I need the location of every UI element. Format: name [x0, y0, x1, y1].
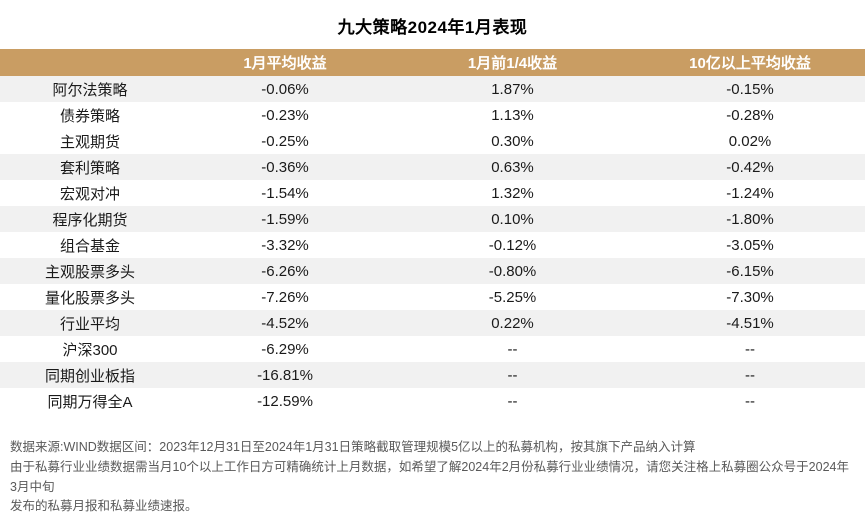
- value-cell: -16.81%: [257, 366, 313, 384]
- table-row: 套利策略 -0.36% 0.63% -0.42%: [0, 154, 865, 180]
- strategy-name-cell: 套利策略: [59, 159, 120, 177]
- table-body: 阿尔法策略 -0.06% 1.87% -0.15% 债券策略 -0.23% 1.13% -0.…: [0, 76, 865, 414]
- strategy-name-cell: 同期万得全A: [47, 393, 133, 411]
- value-cell: -6.15%: [726, 262, 774, 280]
- footnote-line-3: 发布的私募月报和私募业绩速报。: [10, 499, 198, 514]
- value-cell: -0.15%: [726, 80, 774, 98]
- column-header-top-quartile-return: 1月前1/4收益: [390, 49, 635, 76]
- strategy-name-cell: 主观股票多头: [44, 263, 135, 281]
- strategy-name-cell: 行业平均: [59, 315, 120, 333]
- table-row: 沪深300 -6.29% -- --: [0, 336, 865, 362]
- value-cell: -4.51%: [726, 314, 774, 332]
- value-cell: --: [745, 366, 755, 384]
- value-cell: 0.22%: [491, 314, 534, 332]
- value-cell: --: [745, 340, 755, 358]
- strategy-name-cell: 债券策略: [59, 107, 120, 125]
- performance-table: 1月平均收益 1月前1/4收益 10亿以上平均收益 阿尔法策略 -0.06% 1.8…: [0, 49, 865, 414]
- strategy-name-cell: 组合基金: [59, 237, 120, 255]
- value-cell: -3.32%: [261, 236, 309, 254]
- table-header-row: 1月平均收益 1月前1/4收益 10亿以上平均收益: [0, 49, 865, 76]
- strategy-name-cell: 沪深300: [62, 341, 118, 359]
- column-header-strategy: [0, 49, 180, 76]
- strategy-name-cell: 程序化期货: [52, 211, 128, 229]
- value-cell: -4.52%: [261, 314, 309, 332]
- value-cell: -0.06%: [261, 80, 309, 98]
- table-row: 同期创业板指 -16.81% -- --: [0, 362, 865, 388]
- value-cell: -0.25%: [261, 132, 309, 150]
- value-cell: -0.28%: [726, 106, 774, 124]
- footnote: 数据来源:WIND数据区间：2023年12月31日至2024年1月31日策略截取…: [10, 438, 855, 517]
- value-cell: -6.26%: [261, 262, 309, 280]
- value-cell: -5.25%: [488, 288, 537, 306]
- table-row: 同期万得全A -12.59% -- --: [0, 388, 865, 414]
- value-cell: 1.32%: [491, 184, 534, 202]
- value-cell: --: [745, 392, 755, 410]
- value-cell: -1.59%: [261, 210, 309, 228]
- strategy-name-cell: 量化股票多头: [44, 289, 135, 307]
- value-cell: -1.80%: [726, 210, 774, 228]
- value-cell: -0.42%: [726, 158, 774, 176]
- table-row: 阿尔法策略 -0.06% 1.87% -0.15%: [0, 76, 865, 102]
- value-cell: -7.26%: [261, 288, 309, 306]
- column-header-large-fund-return: 10亿以上平均收益: [635, 49, 865, 76]
- value-cell: -1.24%: [726, 184, 774, 202]
- value-cell: -0.36%: [261, 158, 309, 176]
- table-row: 主观股票多头 -6.26% -0.80% -6.15%: [0, 258, 865, 284]
- value-cell: --: [507, 340, 518, 358]
- value-cell: -6.29%: [261, 340, 309, 358]
- value-cell: -1.54%: [261, 184, 309, 202]
- value-cell: 0.10%: [491, 210, 534, 228]
- value-cell: -0.23%: [261, 106, 309, 124]
- value-cell: -3.05%: [726, 236, 774, 254]
- value-cell: -0.80%: [488, 262, 537, 280]
- report-page: 九大策略2024年1月表现 1月平均收益 1月前1/4收益 10亿以上平均收益 …: [0, 18, 865, 514]
- page-title: 九大策略2024年1月表现: [337, 18, 528, 37]
- value-cell: 0.63%: [491, 158, 534, 176]
- strategy-name-cell: 宏观对冲: [59, 185, 120, 203]
- table-row: 量化股票多头 -7.26% -5.25% -7.30%: [0, 284, 865, 310]
- value-cell: --: [507, 392, 518, 410]
- value-cell: 0.30%: [491, 132, 534, 150]
- value-cell: 1.87%: [491, 80, 534, 98]
- table-row: 行业平均 -4.52% 0.22% -4.51%: [0, 310, 865, 336]
- table-row: 宏观对冲 -1.54% 1.32% -1.24%: [0, 180, 865, 206]
- table-row: 主观期货 -0.25% 0.30% 0.02%: [0, 128, 865, 154]
- value-cell: -12.59%: [257, 392, 313, 410]
- value-cell: 0.02%: [728, 132, 772, 150]
- value-cell: --: [507, 366, 518, 384]
- footnote-line-1: 数据来源:WIND数据区间：2023年12月31日至2024年1月31日策略截取…: [10, 440, 696, 454]
- strategy-name-cell: 同期创业板指: [44, 367, 135, 385]
- strategy-name-cell: 主观期货: [59, 133, 120, 151]
- table-row: 组合基金 -3.32% -0.12% -3.05%: [0, 232, 865, 258]
- table-row: 债券策略 -0.23% 1.13% -0.28%: [0, 102, 865, 128]
- value-cell: 1.13%: [491, 106, 534, 124]
- table-row: 程序化期货 -1.59% 0.10% -1.80%: [0, 206, 865, 232]
- footnote-line-2: 由于私募行业业绩数据需当月10个以上工作日方可精确统计上月数据，如希望了解202…: [10, 459, 849, 494]
- value-cell: -0.12%: [488, 236, 537, 254]
- strategy-name-cell: 阿尔法策略: [52, 81, 128, 99]
- column-header-avg-return: 1月平均收益: [180, 49, 390, 76]
- value-cell: -7.30%: [726, 288, 774, 306]
